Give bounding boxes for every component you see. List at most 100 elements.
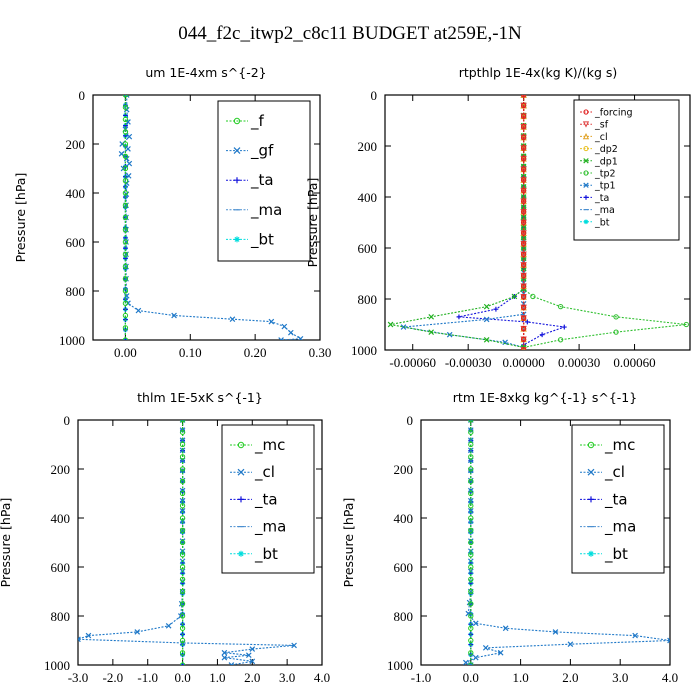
data-point-forcing xyxy=(520,294,527,300)
data-point-forcing xyxy=(520,219,527,226)
legend-entry: _gf xyxy=(250,142,274,161)
legend-entry: _bt xyxy=(254,545,278,564)
legend-box xyxy=(217,100,311,262)
data-point-mc xyxy=(468,420,474,423)
legend: _mc _cl _ta _ma _bt xyxy=(221,424,315,574)
legend-marker xyxy=(588,550,594,557)
data-point-mc xyxy=(468,576,474,582)
data-point-mc xyxy=(179,601,186,607)
data-point-gf xyxy=(123,155,130,162)
data-point-f xyxy=(122,95,129,98)
data-point-mc xyxy=(468,637,474,644)
y-axis-label: Pressure [hPa] xyxy=(341,498,356,588)
legend-marker xyxy=(234,236,240,243)
data-point-f xyxy=(122,141,129,147)
x-tick-label: 0.00000 xyxy=(503,355,545,370)
y-tick-label: 400 xyxy=(66,186,86,201)
data-point-ta xyxy=(456,314,462,320)
data-point-f xyxy=(122,312,129,319)
legend-marker xyxy=(583,146,589,152)
legend: _mc _cl _ta _ma _bt xyxy=(571,424,665,574)
figure-title: 044_f2c_itwp2_c8c11 BUDGET at259E,-1N xyxy=(178,23,522,44)
legend-marker xyxy=(237,441,245,449)
data-point-cl xyxy=(472,654,479,661)
x-tick-label: 4.0 xyxy=(314,670,330,685)
x-tick-label: 0.10 xyxy=(179,345,202,360)
data-point-dp1 xyxy=(520,224,527,231)
data-point-cl xyxy=(228,662,235,665)
data-point-tp1 xyxy=(483,316,490,323)
legend-marker xyxy=(583,219,589,225)
data-point-forcing xyxy=(520,230,527,236)
data-point-dp1 xyxy=(511,293,518,300)
data-point-cl xyxy=(482,645,489,651)
x-tick-label: 2.0 xyxy=(244,670,260,685)
data-point-cl xyxy=(552,629,559,635)
data-point-mc xyxy=(179,637,186,644)
y-tick-label: 0 xyxy=(371,88,378,103)
data-point-mc xyxy=(179,662,186,665)
legend-entry: _dp1 xyxy=(594,156,618,167)
x-tick-label: -0.00060 xyxy=(389,355,436,370)
data-point-gf xyxy=(123,293,130,299)
legend: _forcing_sf_cl_dp2_dp1 _tp2_tp1_ta_ma_bt xyxy=(573,99,680,241)
x-tick-label: -2.0 xyxy=(103,670,124,685)
data-point-mc xyxy=(468,527,474,533)
y-tick-label: 200 xyxy=(358,139,378,154)
data-point-cl xyxy=(497,649,504,656)
data-point-f xyxy=(122,227,129,233)
x-tick-label: -1.0 xyxy=(137,670,158,685)
plot-area xyxy=(78,420,297,665)
data-point-mc xyxy=(468,503,474,509)
data-point-forcing xyxy=(520,156,527,162)
panel-4: rtm 1E-8xkg kg^{-1} s^{-1} Pressure [hPa]… xyxy=(341,390,678,685)
data-point-dp1 xyxy=(520,234,527,241)
legend-entry: _tp2 xyxy=(594,169,616,180)
legend-marker xyxy=(238,496,244,503)
legend-marker xyxy=(583,109,589,115)
data-point-f xyxy=(122,239,129,245)
data-point-ta xyxy=(493,306,499,312)
x-tick-label: 1.0 xyxy=(209,670,225,685)
data-point-cl xyxy=(567,641,574,647)
data-point-forcing xyxy=(520,251,527,258)
legend-entry: _bt xyxy=(594,217,610,228)
data-point-mc xyxy=(179,429,186,435)
data-point-gf xyxy=(297,335,304,340)
legend-marker xyxy=(233,117,241,125)
x-tick-label: -1.0 xyxy=(411,670,432,685)
legend-marker xyxy=(234,177,240,184)
data-point-forcing xyxy=(520,283,527,289)
y-tick-label: 600 xyxy=(358,241,378,256)
panel-title: rtpthlp 1E-4x(kg K)/(kg s) xyxy=(459,65,618,80)
series-line-dp1 xyxy=(390,95,525,348)
series-line-tp1 xyxy=(403,95,525,348)
plot-frame xyxy=(420,419,671,666)
data-point-forcing xyxy=(520,187,527,194)
data-point-cl xyxy=(467,507,474,514)
legend-marker xyxy=(237,468,245,476)
series-line-tp2 xyxy=(523,95,687,348)
data-point-dp1 xyxy=(428,329,435,335)
legend-entry: _mc xyxy=(604,436,635,455)
data-point-dp1 xyxy=(483,303,490,310)
legend-entry: _bt xyxy=(250,230,274,249)
data-point-cl xyxy=(632,632,638,639)
data-point-mc xyxy=(468,650,474,656)
data-point-mc xyxy=(179,588,186,595)
y-tick-label: 400 xyxy=(51,511,71,526)
x-tick-label: 3.0 xyxy=(612,670,628,685)
legend-marker xyxy=(238,550,244,557)
data-point-forcing xyxy=(520,262,527,268)
data-point-forcing xyxy=(520,124,527,130)
legend-entry: _mc xyxy=(254,436,285,455)
legend-marker xyxy=(587,441,595,449)
x-tick-label: 2.0 xyxy=(562,670,578,685)
data-point-tp2 xyxy=(613,314,619,320)
data-point-tp2 xyxy=(557,303,564,310)
data-point-f xyxy=(122,153,129,159)
series-line-cl xyxy=(78,420,295,665)
legend-entry: _ta xyxy=(604,490,628,509)
y-axis-label: Pressure [hPa] xyxy=(305,178,320,268)
data-point-cl xyxy=(179,447,186,454)
